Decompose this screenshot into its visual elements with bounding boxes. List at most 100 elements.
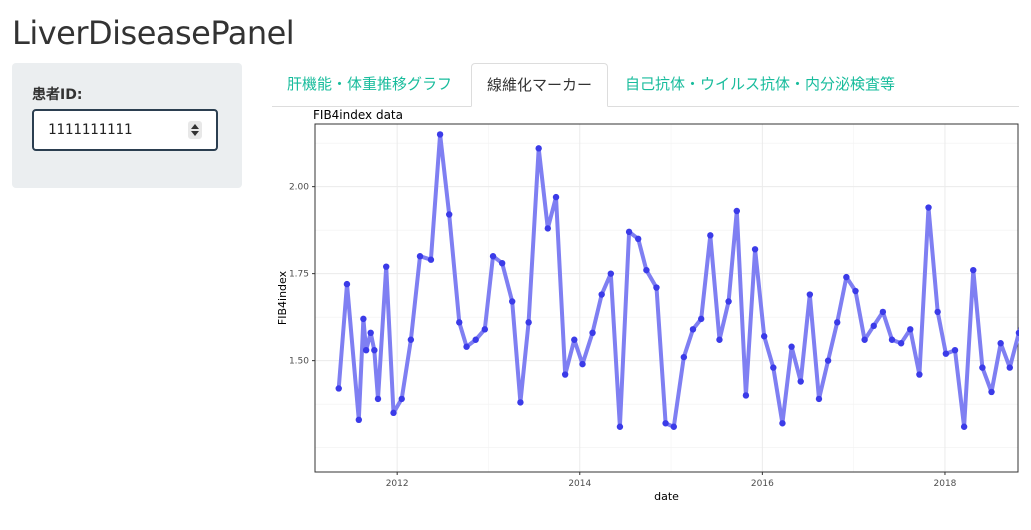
data-point [997,340,1004,347]
data-point [472,336,479,343]
data-point [607,270,615,277]
data-point [390,409,397,417]
fib4-chart: 1.50 1.75 2.00 2012 2014 2016 2018 date FIB4in… [276,123,1019,503]
data-point [907,326,914,333]
x-axis-label: date [654,490,679,503]
data-point [544,225,552,232]
data-point [697,315,705,323]
data-point [916,371,923,378]
tab-autoantibodies[interactable]: 自己抗体・ウイルス抗体・内分泌検査等 [625,75,896,93]
data-point [1015,329,1019,336]
data-point [463,343,470,350]
data-point [979,364,986,371]
x-tick-label: 2018 [934,479,957,489]
data-point [416,253,424,260]
x-tick-label: 2014 [568,479,591,489]
data-point [653,284,660,291]
data-point [616,423,624,430]
data-point [970,266,977,274]
data-point [888,336,896,343]
data-point [770,364,777,371]
data-point [446,211,453,218]
data-point [634,235,642,243]
data-point [561,371,569,378]
data-point [383,263,390,270]
spinner-up-icon[interactable] [191,124,199,129]
data-point [707,232,714,239]
data-point [625,228,633,236]
data-point [716,336,723,343]
data-point [398,395,405,403]
data-point [427,256,435,263]
data-point [834,319,841,326]
data-point [374,395,382,403]
data-point [843,273,850,281]
data-point [535,145,542,152]
chart-series [335,131,1019,430]
data-point [517,399,524,406]
data-point [815,395,823,403]
data-point [355,416,363,423]
data-point [779,420,786,427]
data-point [760,333,768,340]
y-tick-label: 1.75 [289,270,309,280]
chart-axes: 1.50 1.75 2.00 2012 2014 2016 2018 [289,183,957,489]
data-point [879,308,887,316]
data-point [960,423,968,430]
data-point [335,385,342,392]
patient-id-value: 1111111111 [48,122,133,138]
data-point [797,378,804,385]
y-tick-label: 1.50 [289,357,309,367]
data-point [367,329,374,336]
data-point [662,420,669,427]
tab-fibrosis-markers[interactable]: 線維化マーカー [471,63,609,107]
data-point [525,319,532,326]
patient-id-input[interactable]: 1111111111 [32,109,218,151]
data-point [360,315,367,323]
number-spinner[interactable] [188,121,202,139]
data-point [589,329,596,336]
sidebar-panel: 患者ID: 1111111111 [12,63,242,188]
data-point [571,336,578,343]
data-point [456,319,463,326]
data-point [788,343,795,350]
data-point [897,340,905,347]
data-point [436,131,444,138]
data-point [343,280,351,288]
patient-id-label: 患者ID: [32,87,83,103]
data-point [371,347,378,354]
data-point [806,291,814,298]
data-point [861,336,868,343]
data-point [552,193,560,201]
plot-panel [314,123,1019,473]
data-point [852,287,859,295]
spinner-down-icon[interactable] [191,131,199,136]
x-tick-label: 2012 [386,479,409,489]
tab-liver-function[interactable]: 肝機能・体重推移グラフ [287,75,453,93]
data-point [407,336,415,343]
app-title: LiverDiseasePanel [12,14,295,52]
data-point [598,291,605,298]
tab-bar: 肝機能・体重推移グラフ 線維化マーカー 自己抗体・ウイルス抗体・内分泌検査等 [272,63,1019,107]
y-axis-label: FIB4index [276,270,289,325]
y-tick-label: 2.00 [289,183,309,193]
data-point [751,246,759,253]
data-point [643,266,650,274]
data-point [725,298,732,305]
data-point [689,326,697,333]
data-point [498,260,506,267]
data-point [509,298,516,305]
data-point [579,360,586,368]
data-point [934,308,941,316]
data-point [362,347,370,354]
data-point [742,392,750,399]
chart-title: FIB4index data [313,108,403,122]
data-point [942,350,950,357]
data-point [680,353,688,361]
data-point [1006,364,1013,371]
x-tick-label: 2016 [751,479,774,489]
data-point [670,423,678,430]
data-point [951,347,959,354]
data-point [824,357,832,364]
data-point [870,322,877,330]
